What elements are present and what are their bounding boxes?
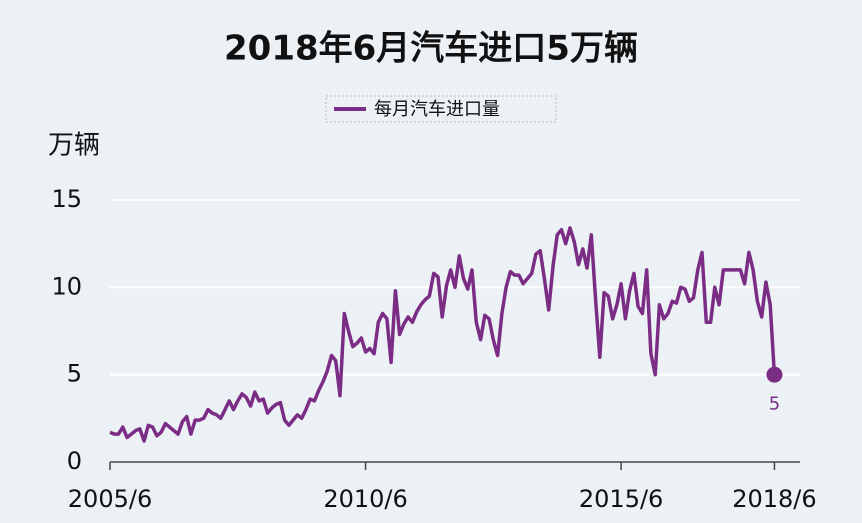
x-tick-label: 2015/6 — [579, 485, 663, 513]
value-label: 5 — [769, 394, 780, 415]
legend-label: 每月汽车进口量 — [374, 99, 500, 120]
end-point — [766, 366, 783, 383]
x-tick-label: 2010/6 — [323, 485, 407, 513]
y-axis-label: 万辆 — [48, 131, 100, 161]
data-line — [109, 226, 777, 443]
y-tick-label: 5 — [67, 360, 82, 388]
y-tick-label: 0 — [67, 447, 82, 475]
x-tick-label: 2005/6 — [68, 485, 152, 513]
chart-title: 2018年6月汽车进口5万辆 — [224, 29, 638, 69]
y-tick-label: 10 — [51, 272, 82, 300]
x-tick-label: 2018/6 — [732, 485, 816, 513]
y-tick-label: 15 — [51, 185, 82, 213]
